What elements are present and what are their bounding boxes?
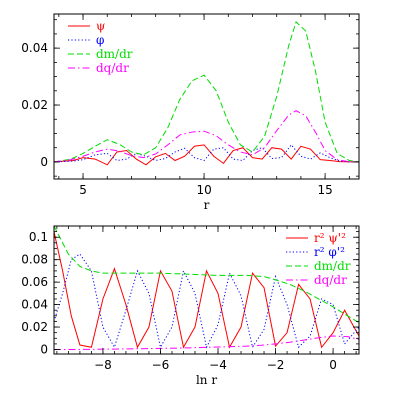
series-line-dq-dr <box>54 110 359 163</box>
y-tick-label: 0.1 <box>29 230 48 244</box>
x-tick-label: 5 <box>79 183 87 197</box>
x-tick-label: 15 <box>317 183 332 197</box>
legend-label: dm/dr <box>314 259 351 273</box>
y-tick-label: 0.02 <box>21 98 48 112</box>
legend-label: dq/dr <box>314 273 347 287</box>
legend-label: r² ψ'² <box>314 231 346 245</box>
y-tick-label: 0.06 <box>21 275 48 289</box>
x-tick-label: −6 <box>152 358 170 372</box>
legend-label: ψ <box>96 19 105 33</box>
legend-label: φ <box>96 33 104 47</box>
series-line-- <box>54 144 359 166</box>
y-tick-label: 0.02 <box>21 320 48 334</box>
legend-label: dq/dr <box>96 61 129 75</box>
x-tick-label: 0 <box>329 358 337 372</box>
x-axis-label: r <box>204 198 210 212</box>
legend-label: r² φ'² <box>314 245 345 259</box>
series-line-dm-dr <box>54 21 359 163</box>
y-tick-label: 0.08 <box>21 253 48 267</box>
series-line-dm-dr <box>54 226 359 323</box>
x-tick-label: −2 <box>267 358 285 372</box>
series-line-dq-dr <box>54 335 359 351</box>
series-line-r- <box>54 231 359 349</box>
y-tick-label: 0 <box>40 155 48 169</box>
x-axis-label: ln r <box>196 373 217 387</box>
y-tick-label: 0.04 <box>21 41 48 55</box>
x-tick-label: −4 <box>209 358 227 372</box>
x-tick-label: −8 <box>94 358 112 372</box>
legend-label: dm/dr <box>96 47 133 61</box>
series-line-r- <box>54 253 359 349</box>
plot-frame <box>53 13 360 180</box>
x-tick-label: 10 <box>196 183 211 197</box>
bottom-panel: −8 −6 −4 −2 0 0 0.02 0.04 0.06 0.08 0.1 ln r r² ψ'²r… <box>21 225 360 387</box>
y-tick-label: 0.04 <box>21 298 48 312</box>
y-tick-label: 0 <box>40 343 48 357</box>
